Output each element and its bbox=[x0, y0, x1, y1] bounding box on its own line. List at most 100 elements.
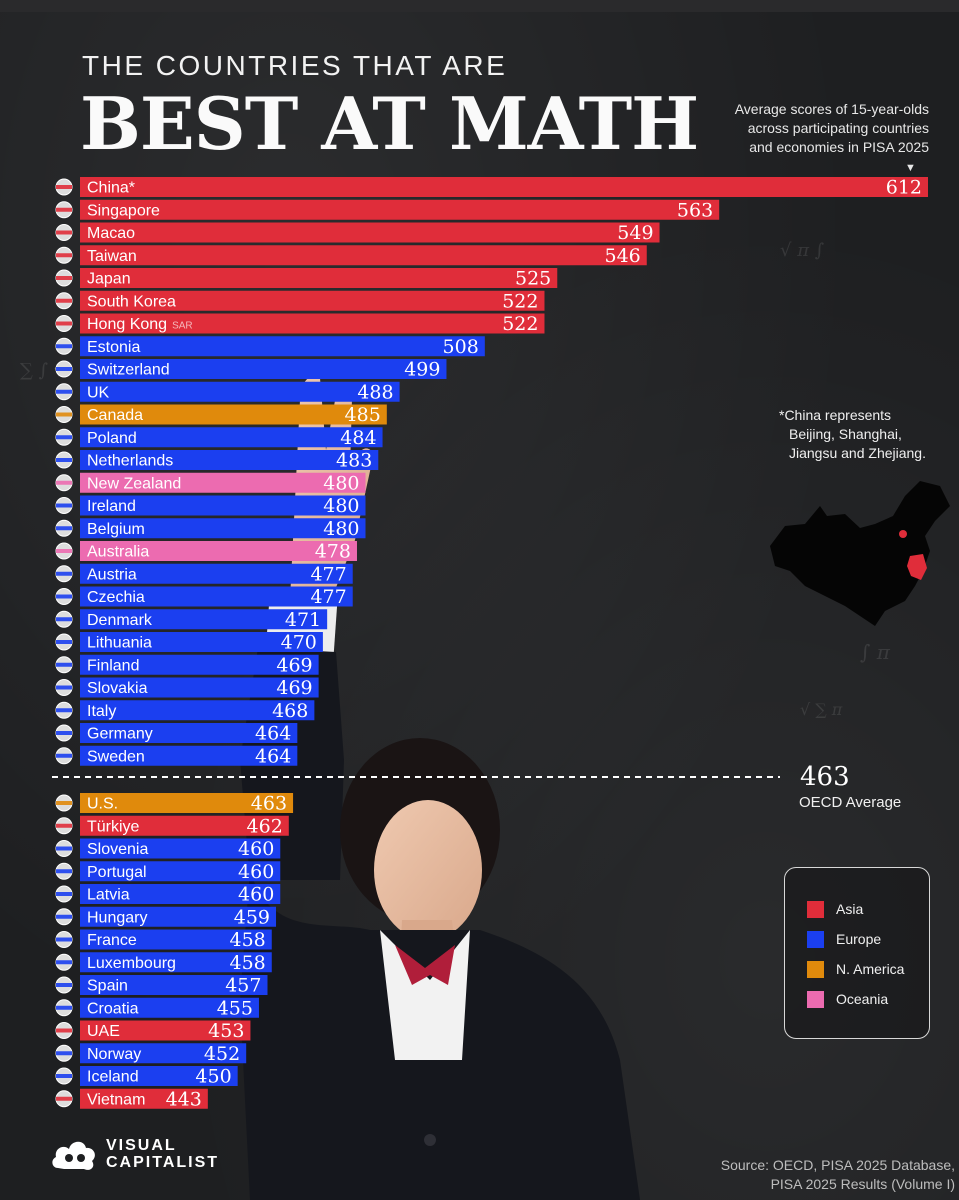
bar-estonia bbox=[80, 336, 485, 357]
flag-stripe-taiwan bbox=[56, 253, 72, 258]
bar-label-vietnam: Vietnam bbox=[87, 1091, 145, 1108]
description-line-3: and economies in PISA 2025 bbox=[749, 139, 929, 155]
flag-stripe-luxembourg bbox=[56, 960, 72, 965]
legend-swatch-asia bbox=[807, 900, 824, 918]
bar-label-uk: UK bbox=[87, 384, 110, 401]
bar-label-taiwan: Taiwan bbox=[87, 248, 137, 265]
flag-stripe-hungary bbox=[56, 914, 72, 919]
bar-luxembourg bbox=[80, 952, 272, 973]
value-label-iceland: 450 bbox=[195, 1066, 231, 1088]
value-label-t-rkiye: 462 bbox=[247, 815, 283, 837]
value-label-luxembourg: 458 bbox=[229, 952, 265, 974]
value-label-japan: 525 bbox=[515, 268, 551, 290]
bar-label-ireland: Ireland bbox=[87, 498, 136, 515]
flag-stripe-poland bbox=[56, 435, 72, 440]
logo-wordmark: VISUAL CAPITALIST bbox=[106, 1137, 219, 1171]
flag-stripe-finland bbox=[56, 662, 72, 667]
bar-label-poland: Poland bbox=[87, 430, 137, 447]
bar-czechia bbox=[80, 586, 353, 607]
bar-label-macao: Macao bbox=[87, 225, 135, 242]
bow-shape bbox=[395, 945, 455, 985]
flag-stripe-croatia bbox=[56, 1005, 72, 1010]
oecd-average-value: 463 bbox=[800, 762, 850, 792]
flag-stripe-germany bbox=[56, 731, 72, 735]
flag-stripe-t-rkiye bbox=[56, 823, 72, 828]
bar-label-denmark: Denmark bbox=[87, 612, 153, 629]
top-strip bbox=[0, 0, 959, 12]
bar-label-belgium: Belgium bbox=[87, 521, 145, 538]
bar-label-australia: Australia bbox=[87, 544, 149, 561]
value-label-denmark: 471 bbox=[285, 609, 321, 631]
bar-china bbox=[80, 177, 928, 197]
bar-label-t-rkiye: Türkiye bbox=[87, 818, 140, 835]
beijing-marker-shape bbox=[899, 530, 907, 538]
value-label-italy: 468 bbox=[272, 700, 308, 722]
face-shape bbox=[374, 800, 482, 940]
bar-italy bbox=[80, 700, 315, 721]
legend-item-oceania: Oceania bbox=[807, 989, 888, 1009]
value-label-czechia: 477 bbox=[310, 586, 346, 608]
bar-norway bbox=[80, 1043, 247, 1064]
bar-label-luxembourg: Luxembourg bbox=[87, 955, 176, 972]
subtitle: THE COUNTRIES THAT ARE bbox=[82, 50, 508, 81]
cloud-logo-icon bbox=[52, 1141, 95, 1170]
bar-latvia bbox=[80, 884, 281, 904]
bar-denmark bbox=[80, 609, 328, 630]
chalk-scribble-2: ∫ π bbox=[860, 640, 890, 664]
flag-stripe-belgium bbox=[56, 526, 72, 531]
value-label-switzerland: 499 bbox=[404, 359, 440, 381]
source-note: Source: OECD, PISA 2025 Database, PISA 2… bbox=[721, 1156, 955, 1194]
flag-stripe-uae bbox=[56, 1028, 72, 1033]
bar-label-czechia: Czechia bbox=[87, 589, 145, 606]
flag-stripe-lithuania bbox=[56, 640, 72, 644]
bar-france bbox=[80, 929, 272, 950]
value-label-slovakia: 469 bbox=[276, 677, 312, 699]
flag-stripe-hong-kong bbox=[56, 321, 72, 326]
legend-item-europe: Europe bbox=[807, 929, 881, 949]
flag-stripe-norway bbox=[56, 1051, 72, 1056]
bar-hungary bbox=[80, 906, 277, 927]
flag-stripe-u-s bbox=[56, 801, 72, 805]
value-label-portugal: 460 bbox=[238, 861, 274, 883]
bar-label-china: China* bbox=[87, 180, 135, 197]
bar-label-hong-kong: Hong Kong bbox=[87, 316, 167, 333]
china-map-icon bbox=[770, 481, 950, 626]
bar-label-slovakia: Slovakia bbox=[87, 680, 148, 697]
flag-stripe-vietnam bbox=[56, 1096, 72, 1101]
value-label-u-s: 463 bbox=[251, 793, 287, 815]
value-label-taiwan: 546 bbox=[604, 245, 640, 267]
flag-stripe-canada bbox=[56, 412, 72, 417]
chart-description: Average scores of 15-year-olds across pa… bbox=[689, 100, 929, 157]
bar-singapore bbox=[80, 199, 720, 220]
flag-stripe-sweden bbox=[56, 753, 72, 758]
bar-label-france: France bbox=[87, 932, 137, 949]
value-label-china: 612 bbox=[886, 177, 922, 199]
flag-stripe-estonia bbox=[56, 344, 72, 349]
bar-label-croatia: Croatia bbox=[87, 1000, 139, 1017]
flag-stripe-australia bbox=[56, 549, 72, 553]
value-label-slovenia: 460 bbox=[238, 838, 274, 860]
chalk-scribble-1: ∑ ∫ √ bbox=[20, 360, 66, 381]
bar-slovenia bbox=[80, 838, 281, 859]
china-footnote: *China represents Beijing, Shanghai, Jia… bbox=[779, 406, 954, 463]
bar-label-hungary: Hungary bbox=[87, 909, 147, 926]
down-triangle-icon: ▼ bbox=[905, 162, 916, 174]
bar-label-u-s: U.S. bbox=[87, 796, 118, 813]
value-label-hungary: 459 bbox=[234, 906, 270, 928]
chalk-scribble-3: √ ∑ π bbox=[800, 700, 843, 719]
value-label-sweden: 464 bbox=[255, 745, 291, 767]
value-label-macao: 549 bbox=[617, 222, 653, 244]
bar-uk bbox=[80, 381, 400, 402]
bar-label-iceland: Iceland bbox=[87, 1069, 139, 1086]
bar-uae bbox=[80, 1020, 251, 1041]
bar-label-new-zealand: New Zealand bbox=[87, 475, 181, 492]
description-line-1: Average scores of 15-year-olds bbox=[734, 101, 929, 117]
bar-u-s bbox=[80, 793, 294, 813]
legend-item-north-america: N. America bbox=[807, 959, 904, 979]
flag-stripe-spain bbox=[56, 983, 72, 987]
value-label-hong-kong: 522 bbox=[502, 313, 538, 335]
flag-stripe-new-zealand bbox=[56, 480, 72, 485]
bar-label-finland: Finland bbox=[87, 657, 139, 674]
bar-taiwan bbox=[80, 245, 647, 266]
